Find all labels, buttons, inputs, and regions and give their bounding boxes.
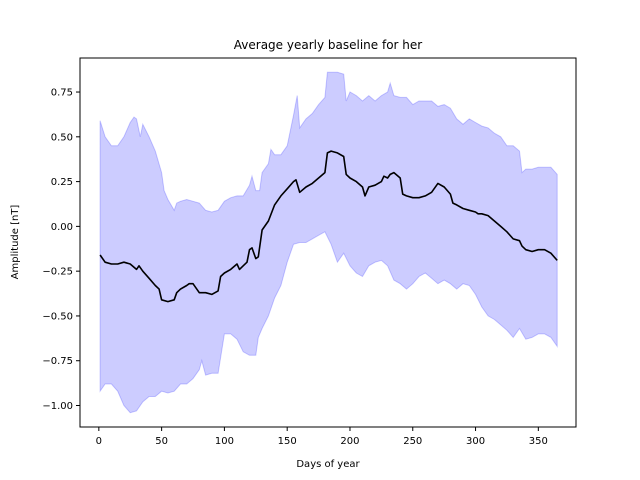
y-tick-label: 0.75 (51, 88, 73, 99)
mean-line (99, 150, 558, 303)
y-tick-label: −1.00 (42, 401, 73, 412)
x-tick-label: 100 (215, 436, 234, 447)
x-tick-label: 150 (278, 436, 297, 447)
y-tick-label: −0.75 (42, 356, 73, 367)
plot-frame (79, 57, 577, 428)
std-band (99, 71, 558, 414)
y-axis: −1.00 −0.75 −0.50 −0.25 0.00 0.25 0.50 0.75 (42, 88, 80, 412)
x-axis-label: Days of year (296, 459, 360, 470)
y-tick-label: 0.25 (51, 177, 73, 188)
x-tick-label: 350 (529, 436, 548, 447)
y-tick-label: −0.25 (42, 267, 73, 278)
y-tick-label: 0.50 (51, 132, 73, 143)
x-tick-label: 0 (96, 436, 102, 447)
y-tick-label: −0.50 (42, 311, 73, 322)
x-tick-label: 250 (403, 436, 422, 447)
y-axis-label: Amplitude [nT] (10, 205, 21, 280)
x-tick-label: 200 (340, 436, 359, 447)
x-tick-label: 300 (466, 436, 485, 447)
plot-area (99, 71, 558, 414)
x-tick-label: 50 (155, 436, 168, 447)
y-tick-label: 0.00 (51, 222, 73, 233)
chart-title: Average yearly baseline for her (234, 38, 422, 52)
x-axis: 0 50 100 150 200 250 300 350 (96, 427, 548, 447)
